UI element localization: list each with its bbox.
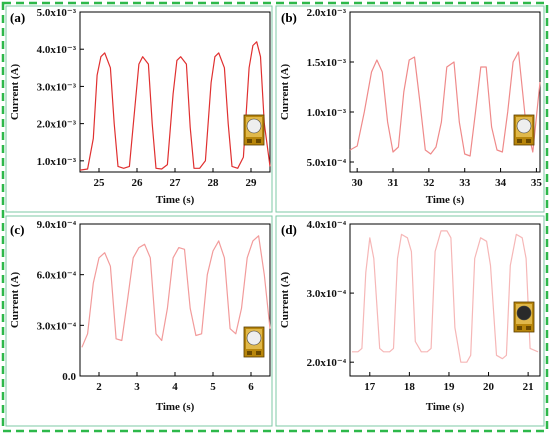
device-sensor <box>246 330 262 346</box>
x-axis-title: Time (s) <box>426 194 465 206</box>
y-tick-label: 3.0x10⁻³ <box>37 81 77 93</box>
device-lead <box>526 139 531 143</box>
panel-frame-c <box>5 215 273 427</box>
panel-d: 17 18 19 20 21 2.0x10⁻⁴ 3.0x10⁻⁴ 4.0x10⁻⁴ Time (… <box>279 219 541 413</box>
x-axis-title: Time (s) <box>426 401 465 413</box>
plot-area <box>349 11 541 173</box>
y-tick-label: 6.0x10⁻⁴ <box>37 270 77 282</box>
device-lead <box>247 351 252 355</box>
x-axis-title: Time (s) <box>156 194 195 206</box>
y-tick-label: 9.0x10⁻⁴ <box>37 219 77 231</box>
device-sensor <box>246 118 262 134</box>
y-tick-label: 4.0x10⁻⁴ <box>307 219 347 231</box>
device-sensor <box>516 305 532 321</box>
y-axis-title: Current (A) <box>9 272 21 329</box>
device-lead <box>256 139 261 143</box>
device-lead <box>526 326 531 330</box>
y-tick-label: 1.0x10⁻³ <box>37 156 77 168</box>
x-tick-label: 21 <box>523 381 534 393</box>
x-tick-label: 33 <box>459 177 471 189</box>
panel-a: 25 26 27 28 29 1.0x10⁻³ 2.0x10⁻³ 3.0x10⁻³ 4.0x10… <box>9 7 271 206</box>
y-axis-title: Current (A) <box>279 272 291 329</box>
panel-frame-a <box>5 5 273 213</box>
x-tick-label: 28 <box>208 177 220 189</box>
device-lead <box>256 351 261 355</box>
y-tick-label: 3.0x10⁻⁴ <box>37 320 77 332</box>
x-tick-label: 27 <box>170 177 182 189</box>
device-photo-light-on <box>243 114 265 146</box>
x-tick-label: 20 <box>483 381 495 393</box>
x-tick-label: 31 <box>388 177 399 189</box>
series-line <box>81 235 271 348</box>
x-tick-label: 35 <box>531 177 543 189</box>
panel-label: (b) <box>281 10 297 25</box>
device-lead <box>247 139 252 143</box>
plot-area <box>79 11 271 173</box>
device-photo-light-on <box>243 326 265 358</box>
y-tick-label: 2.0x10⁻³ <box>37 119 77 131</box>
series-line <box>79 41 271 171</box>
x-tick-label: 25 <box>94 177 106 189</box>
y-tick-label: 5.0x10⁻⁴ <box>307 157 347 169</box>
plot-area <box>79 223 271 377</box>
x-tick-label: 17 <box>364 381 376 393</box>
panel-b: 30 31 32 33 34 35 5.0x10⁻⁴ 1.0x10⁻³ 1.5x10⁻³ 2.0x… <box>279 7 542 206</box>
y-tick-label: 3.0x10⁻⁴ <box>307 288 347 300</box>
x-tick-label: 19 <box>443 381 455 393</box>
panel-c: 2 3 4 5 6 0.0 3.0x10⁻⁴ 6.0x10⁻⁴ 9.0x10⁻⁴ Time (s)… <box>9 219 271 413</box>
panel-label: (a) <box>10 10 25 25</box>
y-tick-label: 1.0x10⁻³ <box>307 107 347 119</box>
y-axis-title: Current (A) <box>9 64 21 121</box>
y-tick-label: 2.0x10⁻³ <box>307 7 347 19</box>
device-photo-light-off <box>513 301 535 333</box>
x-tick-label: 29 <box>246 177 258 189</box>
x-tick-label: 32 <box>423 177 435 189</box>
device-lead <box>517 139 522 143</box>
y-tick-label: 0.0 <box>62 371 76 383</box>
device-photo-light-on <box>513 114 535 146</box>
x-tick-label: 5 <box>210 381 216 393</box>
panel-label: (d) <box>281 222 297 237</box>
panel-label: (c) <box>10 222 24 237</box>
x-tick-label: 34 <box>495 177 507 189</box>
y-tick-label: 1.5x10⁻³ <box>307 57 347 69</box>
y-tick-label: 2.0x10⁻⁴ <box>307 357 347 369</box>
x-tick-label: 26 <box>132 177 144 189</box>
x-tick-label: 4 <box>172 381 178 393</box>
series-line <box>352 230 539 363</box>
y-tick-label: 5.0x10⁻³ <box>37 7 77 19</box>
x-tick-label: 6 <box>248 381 254 393</box>
panel-frame-b <box>275 5 545 213</box>
series-line <box>349 51 541 157</box>
x-tick-label: 18 <box>404 381 416 393</box>
y-tick-label: 4.0x10⁻³ <box>37 44 77 56</box>
y-axis-title: Current (A) <box>279 64 291 121</box>
panel-frame-d <box>275 215 545 427</box>
x-tick-label: 2 <box>96 381 102 393</box>
x-tick-label: 3 <box>134 381 140 393</box>
x-tick-label: 30 <box>352 177 364 189</box>
plot-area <box>349 223 541 377</box>
x-axis-title: Time (s) <box>156 401 195 413</box>
device-sensor <box>516 118 532 134</box>
device-lead <box>517 326 522 330</box>
